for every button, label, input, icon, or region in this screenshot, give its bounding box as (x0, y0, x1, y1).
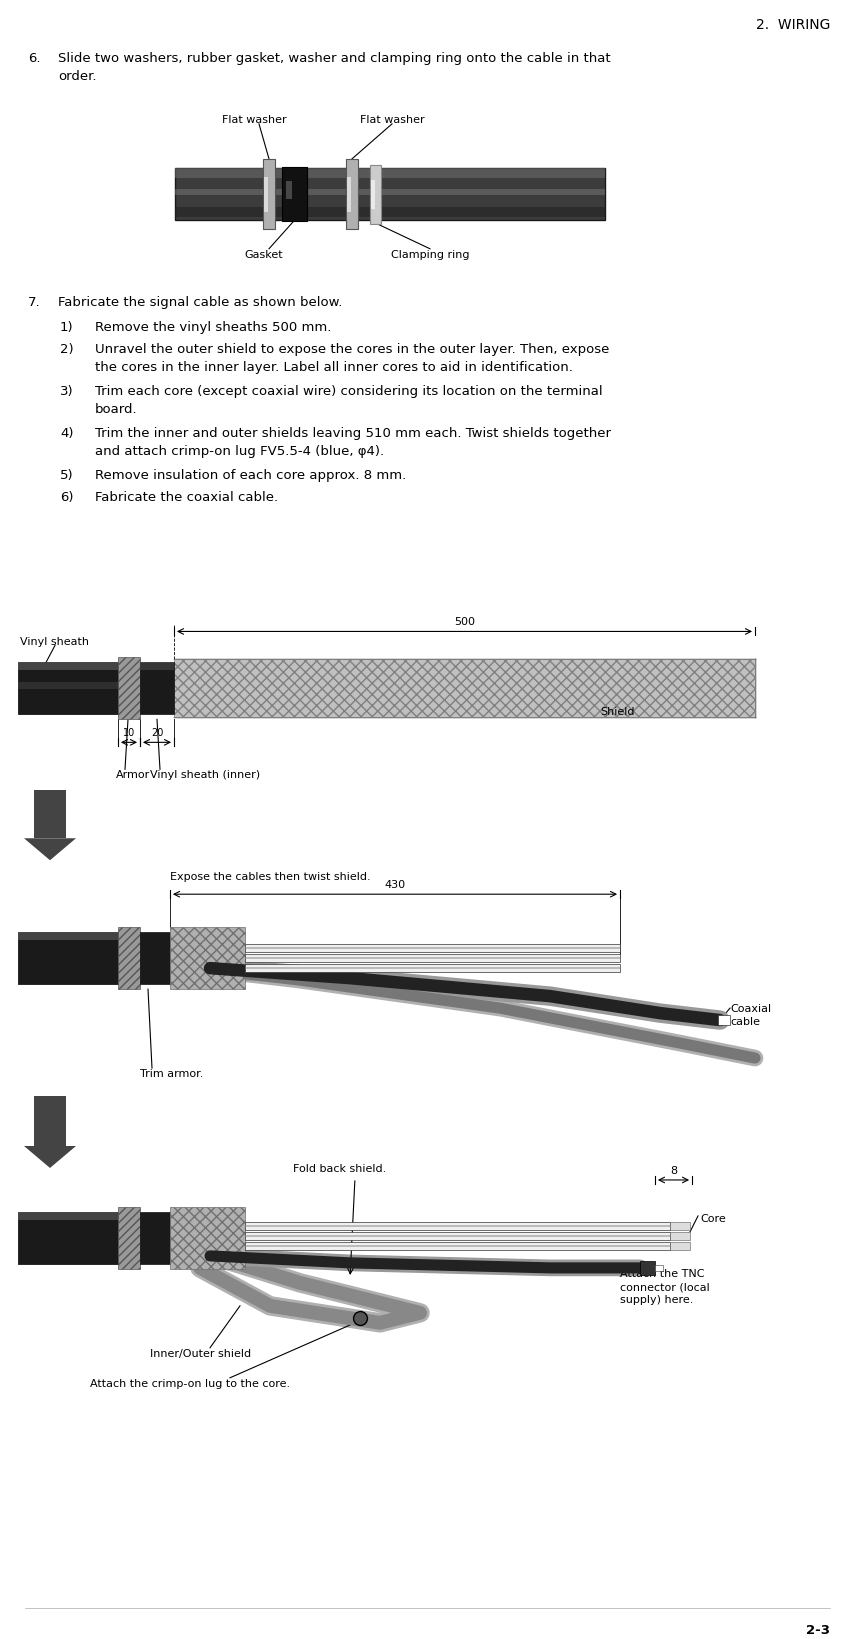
Bar (18, 1213, 118, 1264)
Bar (175, 208, 604, 218)
Text: Trim the inner and outer shields leaving 510 mm each. Twist shields together
and: Trim the inner and outer shields leaving… (95, 426, 610, 457)
Text: 5): 5) (60, 469, 73, 482)
Bar (118, 1208, 140, 1269)
Bar (245, 965, 619, 972)
Bar (140, 664, 174, 670)
Bar (245, 947, 619, 949)
Text: Coaxial
cable: Coaxial cable (729, 1003, 770, 1026)
Bar (281, 167, 306, 221)
Text: Trim armor.: Trim armor. (140, 1069, 203, 1078)
Text: 8: 8 (669, 1165, 676, 1175)
Bar (140, 933, 170, 985)
Bar (245, 1242, 670, 1251)
Text: Fabricate the coaxial cable.: Fabricate the coaxial cable. (95, 490, 278, 503)
Polygon shape (24, 839, 76, 860)
Bar (175, 190, 604, 195)
Text: 20: 20 (151, 728, 163, 738)
Bar (264, 177, 268, 213)
Text: 2): 2) (60, 343, 73, 356)
Text: 430: 430 (384, 880, 405, 890)
Text: 1): 1) (60, 321, 73, 333)
Text: Gasket: Gasket (245, 249, 283, 259)
Bar (245, 957, 619, 959)
Text: 2-3: 2-3 (805, 1623, 829, 1636)
Text: Attach the crimp-on lug to the core.: Attach the crimp-on lug to the core. (90, 1378, 290, 1388)
Bar (370, 180, 374, 210)
Bar (170, 928, 245, 990)
Text: 2.  WIRING: 2. WIRING (755, 18, 829, 33)
Bar (118, 928, 140, 990)
Bar (245, 1226, 670, 1228)
Text: Inner/Outer shield: Inner/Outer shield (150, 1347, 251, 1359)
Bar (245, 1246, 670, 1247)
Text: 7.: 7. (28, 295, 41, 308)
Bar (245, 954, 619, 962)
Bar (34, 1096, 66, 1146)
Bar (286, 182, 292, 200)
Text: Core: Core (699, 1213, 725, 1223)
Bar (245, 1236, 670, 1237)
Bar (34, 790, 66, 839)
Bar (245, 1233, 670, 1241)
Text: Trim each core (except coaxial wire) considering its location on the terminal
bo: Trim each core (except coaxial wire) con… (95, 385, 602, 415)
Bar (263, 159, 275, 229)
Bar (118, 657, 140, 720)
Text: Shield: Shield (600, 706, 634, 716)
Bar (175, 169, 604, 221)
Bar (174, 661, 754, 718)
Text: Vinyl sheath (inner): Vinyl sheath (inner) (150, 770, 260, 780)
Bar (670, 1233, 689, 1241)
Text: Flat washer: Flat washer (359, 115, 424, 125)
Bar (175, 169, 604, 179)
Text: 6.: 6. (28, 52, 40, 66)
Text: 4): 4) (60, 426, 73, 439)
Bar (654, 1265, 662, 1272)
Bar (245, 1223, 670, 1231)
Bar (140, 664, 174, 715)
Bar (170, 1208, 245, 1269)
Text: Flat washer: Flat washer (222, 115, 286, 125)
Bar (717, 1016, 729, 1026)
Bar (369, 166, 380, 225)
Bar (639, 1260, 654, 1275)
Bar (18, 664, 118, 715)
Text: Fabricate the signal cable as shown below.: Fabricate the signal cable as shown belo… (58, 295, 342, 308)
Text: 6): 6) (60, 490, 73, 503)
Text: 10: 10 (123, 728, 135, 738)
Text: Fold back shield.: Fold back shield. (293, 1164, 386, 1174)
Bar (245, 967, 619, 970)
Text: Remove insulation of each core approx. 8 mm.: Remove insulation of each core approx. 8… (95, 469, 406, 482)
Bar (18, 664, 118, 670)
Bar (18, 1213, 118, 1219)
Text: Clamping ring: Clamping ring (391, 249, 468, 259)
Text: Remove the vinyl sheaths 500 mm.: Remove the vinyl sheaths 500 mm. (95, 321, 331, 333)
Text: Unravel the outer shield to expose the cores in the outer layer. Then, expose
th: Unravel the outer shield to expose the c… (95, 343, 609, 374)
Text: Vinyl sheath: Vinyl sheath (20, 638, 89, 647)
Text: 3): 3) (60, 385, 73, 397)
Bar (670, 1223, 689, 1231)
Bar (245, 944, 619, 952)
Bar (140, 1213, 170, 1264)
Text: Slide two washers, rubber gasket, washer and clamping ring onto the cable in tha: Slide two washers, rubber gasket, washer… (58, 52, 610, 84)
Bar (345, 159, 357, 229)
Text: Attach the TNC
connector (local
supply) here.: Attach the TNC connector (local supply) … (619, 1269, 709, 1305)
Bar (18, 933, 118, 941)
Bar (670, 1242, 689, 1251)
Bar (346, 177, 351, 213)
Polygon shape (24, 1146, 76, 1169)
Bar (18, 933, 118, 985)
Text: 500: 500 (454, 616, 474, 628)
Text: Armor: Armor (116, 770, 150, 780)
Bar (18, 683, 118, 690)
Text: Expose the cables then twist shield.: Expose the cables then twist shield. (170, 872, 370, 882)
